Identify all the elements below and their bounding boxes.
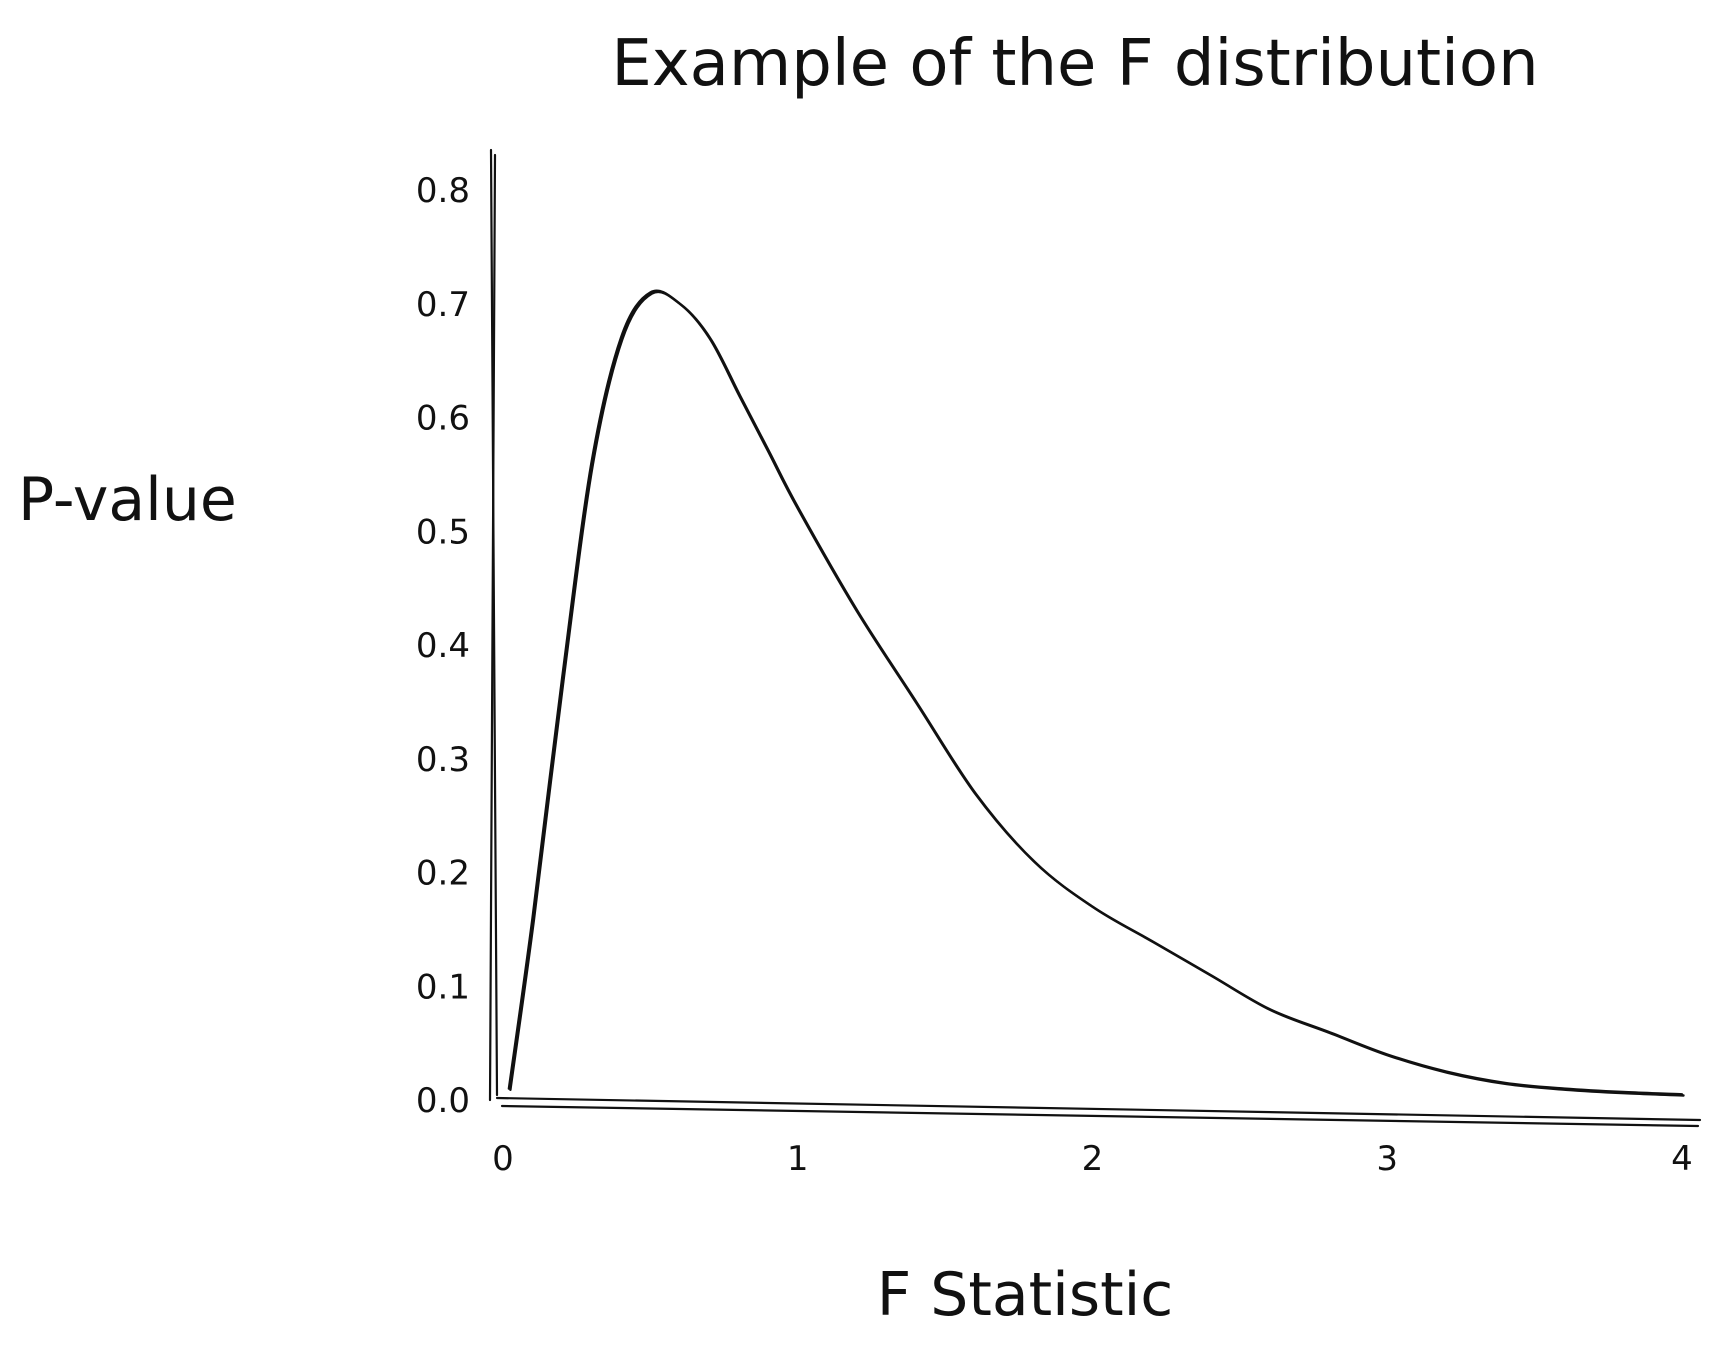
y-tick-label: 0.7 (416, 285, 470, 325)
y-tick-label: 0.0 (416, 1081, 470, 1121)
y-tick-labels: 0.0 0.1 0.2 0.3 0.4 0.5 0.6 0.7 0.8 (416, 171, 470, 1121)
x-axis-line (495, 1096, 1702, 1122)
y-tick-label: 0.2 (416, 854, 470, 894)
series-line-sketch-stroke (509, 290, 1685, 1097)
x-tick-label: 0 (492, 1139, 514, 1179)
x-tick-label: 2 (1082, 1139, 1104, 1179)
y-tick-label: 0.4 (416, 626, 470, 666)
axes (488, 148, 1702, 1128)
x-tick-labels: 0 1 2 3 4 (492, 1139, 1693, 1179)
y-tick-label: 0.3 (416, 740, 470, 780)
y-tick-label: 0.6 (416, 399, 470, 439)
y-axis-line (489, 148, 499, 1097)
y-tick-label: 0.1 (416, 967, 470, 1007)
y-tick-label: 0.5 (416, 512, 470, 552)
x-tick-label: 3 (1376, 1139, 1398, 1179)
y-tick-label: 0.8 (416, 171, 470, 211)
x-tick-label: 4 (1671, 1139, 1693, 1179)
chart-title: Example of the F distribution (611, 27, 1538, 101)
series-line (507, 289, 1684, 1096)
x-axis-title: F Statistic (877, 1260, 1174, 1330)
x-axis-line-stroke-2 (500, 1104, 1700, 1128)
x-tick-label: 1 (787, 1139, 809, 1179)
data-series (507, 289, 1685, 1097)
y-axis-title: P-value (18, 465, 237, 535)
y-axis-line-stroke-2 (488, 153, 497, 1102)
